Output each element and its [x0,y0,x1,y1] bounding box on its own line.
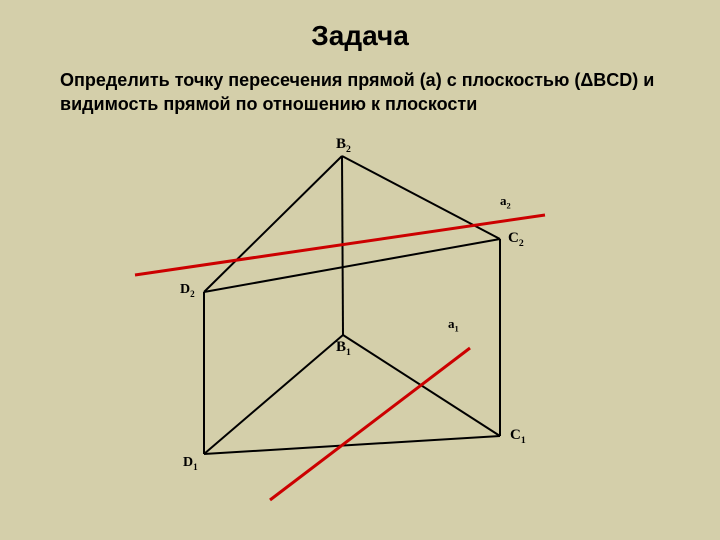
point-label: C1 [510,427,526,446]
label-sub: 2 [346,144,351,155]
label-main: C [510,427,521,443]
prism-edges [204,156,500,454]
label-sub: 1 [346,347,351,358]
edge [204,335,343,454]
label-main: D [180,282,190,297]
red-line [135,215,545,275]
label-main: B [336,136,346,152]
label-sub: 1 [521,435,526,446]
label-main: B [336,339,346,355]
point-label: B1 [336,339,351,358]
label-sub: 2 [519,238,524,249]
point-label: C2 [508,230,524,249]
label-main: C [508,230,519,246]
label-sub: 2 [507,201,511,211]
label-sub: 2 [190,289,195,299]
label-main: D [183,455,193,470]
point-label: D1 [183,455,198,472]
geometry-diagram [0,0,720,540]
point-label: B2 [336,136,351,155]
point-label: D2 [180,282,195,299]
point-label: a1 [448,316,459,334]
point-label: a2 [500,193,511,211]
label-sub: 1 [193,462,198,472]
label-sub: 1 [455,324,459,334]
